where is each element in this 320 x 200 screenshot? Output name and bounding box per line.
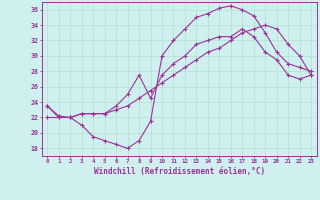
- X-axis label: Windchill (Refroidissement éolien,°C): Windchill (Refroidissement éolien,°C): [94, 167, 265, 176]
